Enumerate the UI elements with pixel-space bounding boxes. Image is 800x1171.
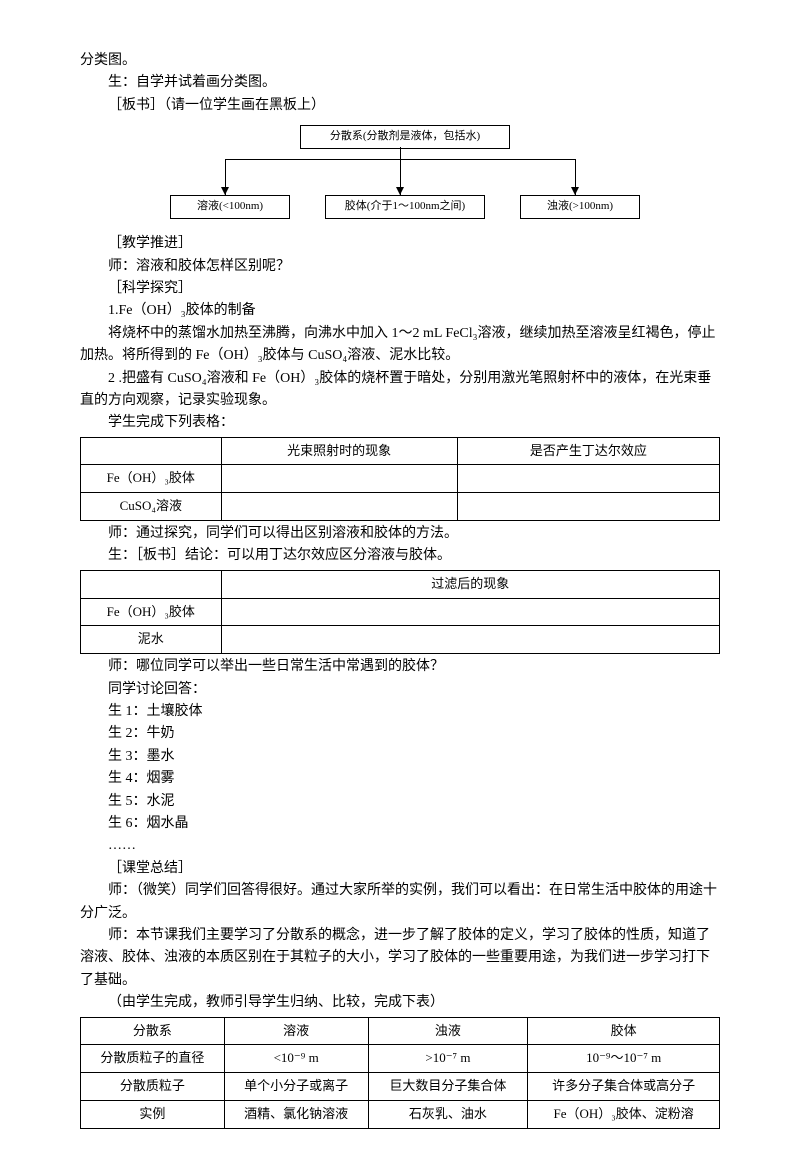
t2-r2c2: [221, 626, 719, 654]
t3-r2c3: 巨大数目分子集合体: [368, 1073, 528, 1101]
diagram-top-box: 分散系(分散剂是液体，包括水): [300, 125, 510, 149]
table-row: 分散质粒子 单个小分子或离子 巨大数目分子集合体 许多分子集合体或高分子: [81, 1073, 720, 1101]
t1-r2c2: [221, 493, 457, 521]
table-row: 光束照射时的现象 是否产生丁达尔效应: [81, 437, 720, 465]
t3-h2: 溶液: [224, 1017, 368, 1045]
diagram-left-box: 溶液(<100nm): [170, 195, 290, 219]
t2-h1: [81, 570, 222, 598]
after-t1-line1: 师：通过探究，同学们可以得出区别溶液和胶体的方法。: [80, 523, 720, 545]
teach-heading: ［教学推进］: [80, 233, 720, 255]
t3-r3c3: 石灰乳、油水: [368, 1100, 528, 1128]
dots: ……: [80, 835, 720, 857]
student-5: 生 5：水泥: [80, 791, 720, 813]
t2-r1c1: Fe（OH）₃胶体: [81, 598, 222, 626]
table-3: 分散系 溶液 浊液 胶体 分散质粒子的直径 <10⁻⁹ m >10⁻⁷ m 10…: [80, 1017, 720, 1129]
t3-r1c1: 分散质粒子的直径: [81, 1045, 225, 1073]
student-1: 生 1：土壤胶体: [80, 701, 720, 723]
item1-body: 将烧杯中的蒸馏水加热至沸腾，向沸水中加入 1～2 mL FeCl₃溶液，继续加热…: [80, 323, 720, 368]
student-6: 生 6：烟水晶: [80, 813, 720, 835]
explore-heading: ［科学探究］: [80, 278, 720, 300]
student-3: 生 3：墨水: [80, 746, 720, 768]
discussion-a: 同学讨论回答：: [80, 679, 720, 701]
student-2: 生 2：牛奶: [80, 723, 720, 745]
t1-h1: [81, 437, 222, 465]
item1-title: 1.Fe（OH）₃胶体的制备: [80, 300, 720, 322]
discussion-q: 师：哪位同学可以举出一些日常生活中常遇到的胶体？: [80, 656, 720, 678]
t1-r2c1: CuSO₄溶液: [81, 493, 222, 521]
t1-r1c1: Fe（OH）₃胶体: [81, 465, 222, 493]
intro-line3: ［板书］（请一位学生画在黑板上）: [80, 95, 720, 117]
t3-r1c3: >10⁻⁷ m: [368, 1045, 528, 1073]
t3-r1c4: 10⁻⁹～10⁻⁷ m: [528, 1045, 720, 1073]
intro-line1: 分类图。: [80, 50, 720, 72]
t1-r2c3: [457, 493, 719, 521]
t1-h3: 是否产生丁达尔效应: [457, 437, 719, 465]
table-row: Fe（OH）₃胶体: [81, 598, 720, 626]
table-row: 实例 酒精、氯化钠溶液 石灰乳、油水 Fe（OH）₃胶体、淀粉溶: [81, 1100, 720, 1128]
t2-r2c1: 泥水: [81, 626, 222, 654]
t3-h3: 浊液: [368, 1017, 528, 1045]
diagram-right-box: 浊液(>100nm): [520, 195, 640, 219]
t1-r1c2: [221, 465, 457, 493]
summary-heading: ［课堂总结］: [80, 858, 720, 880]
document-page: 分类图。 生：自学并试着画分类图。 ［板书］（请一位学生画在黑板上） 分散系(分…: [0, 0, 800, 1171]
t3-r2c2: 单个小分子或离子: [224, 1073, 368, 1101]
complete: 学生完成下列表格：: [80, 412, 720, 434]
table-row: 分散系 溶液 浊液 胶体: [81, 1017, 720, 1045]
t3-r2c1: 分散质粒子: [81, 1073, 225, 1101]
t2-h2: 过滤后的现象: [221, 570, 719, 598]
table-row: 泥水: [81, 626, 720, 654]
summary-p3: （由学生完成，教师引导学生归纳、比较，完成下表）: [80, 992, 720, 1014]
teach-q: 师：溶液和胶体怎样区别呢？: [80, 256, 720, 278]
summary-p1: 师：（微笑）同学们回答得很好。通过大家所举的实例，我们可以看出：在日常生活中胶体…: [80, 880, 720, 925]
table-row: Fe（OH）₃胶体: [81, 465, 720, 493]
table-1: 光束照射时的现象 是否产生丁达尔效应 Fe（OH）₃胶体 CuSO₄溶液: [80, 437, 720, 521]
classification-diagram: 分散系(分散剂是液体，包括水) 溶液(<100nm) 胶体(介于1～100nm之…: [160, 125, 640, 225]
table-2: 过滤后的现象 Fe（OH）₃胶体 泥水: [80, 570, 720, 654]
after-t1-line2: 生：［板书］结论：可以用丁达尔效应区分溶液与胶体。: [80, 545, 720, 567]
t3-r3c4: Fe（OH）₃胶体、淀粉溶: [528, 1100, 720, 1128]
item2-body: 2 .把盛有 CuSO₄溶液和 Fe（OH）₃胶体的烧杯置于暗处，分别用激光笔照…: [80, 368, 720, 413]
t3-r2c4: 许多分子集合体或高分子: [528, 1073, 720, 1101]
t3-r3c2: 酒精、氯化钠溶液: [224, 1100, 368, 1128]
t2-r1c2: [221, 598, 719, 626]
table-row: 分散质粒子的直径 <10⁻⁹ m >10⁻⁷ m 10⁻⁹～10⁻⁷ m: [81, 1045, 720, 1073]
t3-r3c1: 实例: [81, 1100, 225, 1128]
t1-h2: 光束照射时的现象: [221, 437, 457, 465]
t3-h1: 分散系: [81, 1017, 225, 1045]
table-row: CuSO₄溶液: [81, 493, 720, 521]
summary-p2: 师：本节课我们主要学习了分散系的概念，进一步了解了胶体的定义，学习了胶体的性质，…: [80, 925, 720, 992]
table-row: 过滤后的现象: [81, 570, 720, 598]
t3-r1c2: <10⁻⁹ m: [224, 1045, 368, 1073]
t1-r1c3: [457, 465, 719, 493]
diagram-mid-box: 胶体(介于1～100nm之间): [325, 195, 485, 219]
student-4: 生 4：烟雾: [80, 768, 720, 790]
intro-line2: 生：自学并试着画分类图。: [80, 72, 720, 94]
t3-h4: 胶体: [528, 1017, 720, 1045]
